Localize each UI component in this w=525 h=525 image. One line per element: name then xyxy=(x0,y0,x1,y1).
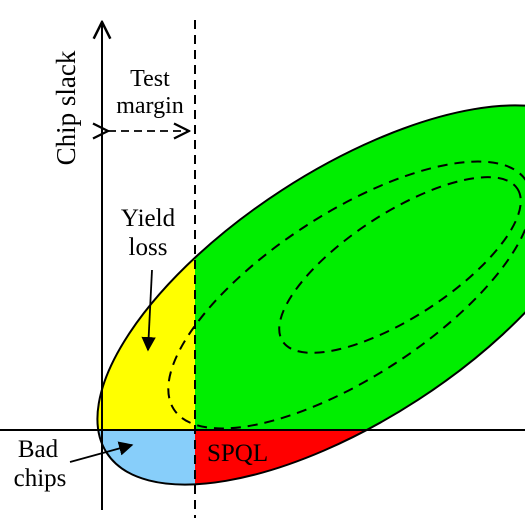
y-axis-label: Chip slack xyxy=(51,50,81,165)
bad-chips-arrow xyxy=(69,441,134,463)
bad-chips-label-line1: Bad xyxy=(18,436,59,463)
test-margin-label-line1: Test xyxy=(130,66,170,92)
bad-chips-label-line2: chips xyxy=(14,465,67,492)
pass-region xyxy=(195,32,525,430)
contour-middle xyxy=(167,160,525,430)
distribution-outline xyxy=(96,104,525,486)
yield-loss-arrow xyxy=(141,269,156,352)
test-margin-label-line2: margin xyxy=(116,93,184,119)
contour-inner xyxy=(278,176,522,354)
spql-label: SPQL xyxy=(207,440,268,467)
yield-loss-label-line2: loss xyxy=(129,234,168,261)
yield-loss-label-line1: Yield xyxy=(121,205,176,232)
